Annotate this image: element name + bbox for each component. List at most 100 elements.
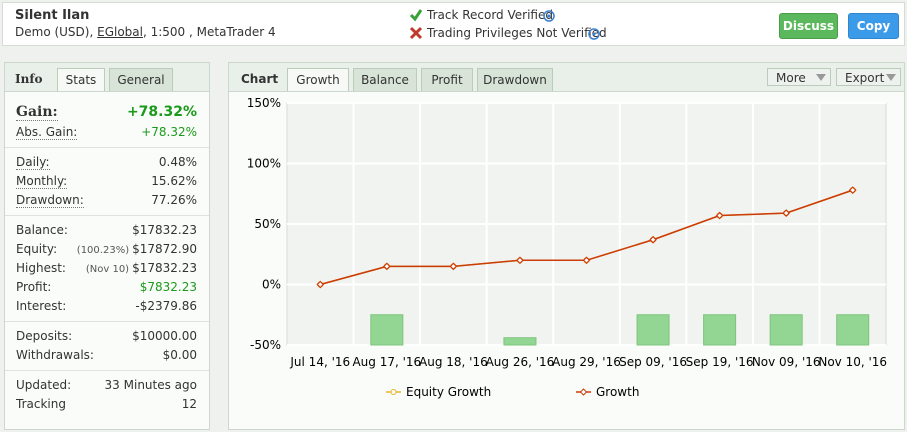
stat-value: 12	[181, 397, 197, 411]
stat-label: Daily:	[16, 155, 50, 170]
point	[449, 262, 458, 271]
stat-value: -$2379.86	[135, 299, 197, 313]
stat-label: Deposits:	[16, 329, 73, 343]
menu-label: Export	[845, 71, 885, 85]
export-menu[interactable]: Export	[836, 68, 901, 86]
account-info: Demo (USD), EGlobal, 1:500 , MetaTrader …	[15, 25, 276, 39]
help-icon[interactable]	[588, 28, 600, 40]
stat-label: Withdrawals:	[16, 348, 94, 362]
account-text: Demo (USD),	[15, 25, 98, 39]
stat-label: Tracking	[16, 397, 66, 411]
legend-label: Equity Growth	[406, 385, 491, 399]
stat-value-wrap: (100.23%) $17872.90	[77, 240, 197, 260]
stats-panel: Info Stats General Gain: +78.32% Abs. Gain…	[4, 62, 210, 430]
point	[649, 235, 657, 244]
stat-value: $0.00	[162, 348, 197, 362]
bar	[503, 337, 537, 346]
stat-label: Equity:	[16, 242, 58, 256]
y-tick-label: 150%	[247, 96, 281, 110]
stat-label: Gain:	[16, 104, 58, 121]
stat-label: Drawdown:	[16, 193, 84, 208]
point	[316, 280, 325, 289]
legend-label: Growth	[596, 385, 639, 399]
stat-value-wrap: (Nov 10) $17832.23	[86, 259, 197, 279]
check-icon	[409, 9, 423, 22]
stats-tabs: Info Stats General	[5, 63, 209, 92]
point	[382, 262, 391, 271]
x-tick-label: Aug 29, '16	[552, 355, 621, 369]
stats-row: Withdrawals: $0.00	[5, 346, 209, 365]
point	[582, 256, 591, 265]
broker-link[interactable]: EGlobal	[97, 25, 143, 39]
stat-label: Updated:	[16, 378, 72, 392]
help-icon[interactable]	[543, 10, 555, 22]
not-verified-text: Trading Privileges Not Verified	[427, 26, 607, 40]
tab[interactable]: Profit	[421, 68, 473, 91]
stat-value: 77.26%	[151, 193, 197, 207]
stats-rows: Gain: +78.32% Abs. Gain: +78.32% Daily: 0.48%…	[5, 96, 209, 419]
stat-label: Monthly:	[16, 174, 68, 189]
x-tick-label: Aug 18, '16	[419, 355, 488, 369]
more-menu[interactable]: More	[767, 68, 831, 86]
stats-row: Interest: -$2379.86	[5, 297, 209, 316]
stat-value-wrap: 0.48%	[159, 153, 197, 172]
legend-marker	[579, 388, 588, 396]
stat-value: $7832.23	[139, 280, 197, 294]
stats-row: Equity: (100.23%) $17872.90	[5, 240, 209, 259]
stat-value-wrap: $7832.23	[140, 278, 197, 297]
copy-button[interactable]: Copy	[848, 13, 899, 39]
tab[interactable]: Growth	[287, 68, 349, 91]
chart-tabs: Chart Growth Balance Profit Drawdown Mor…	[229, 63, 904, 92]
stat-value-wrap: $0.00	[163, 346, 197, 365]
tab[interactable]: Drawdown	[477, 68, 553, 91]
stats-group: Updated: 33 Minutes ago Tracking 12	[5, 371, 209, 419]
stat-value-wrap: -$2379.86	[135, 297, 197, 316]
stat-value-wrap: 15.62%	[151, 172, 197, 191]
x-tick-label: Aug 26, '16	[486, 355, 555, 369]
bar	[636, 314, 670, 346]
point	[782, 209, 791, 217]
stat-value: 33 Minutes ago	[104, 378, 197, 392]
account-text: , 1:500 , MetaTrader 4	[142, 25, 276, 39]
x-tick-label: Sep 19, '16	[686, 355, 754, 369]
discuss-button[interactable]: Discuss	[779, 13, 838, 39]
stat-value-wrap: +78.32%	[127, 101, 197, 123]
stat-note: (100.23%)	[76, 245, 130, 256]
stat-label: Interest:	[16, 299, 67, 313]
stats-row: Tracking 12	[5, 395, 209, 414]
point	[516, 256, 524, 265]
stats-row: Balance: $17832.23	[5, 221, 209, 240]
tab[interactable]: General	[109, 68, 173, 91]
stats-group: Gain: +78.32% Abs. Gain: +78.32%	[5, 96, 209, 148]
panel-title: Info	[15, 72, 43, 86]
stat-label: Highest:	[16, 261, 66, 275]
x-tick-label: Nov 09, '16	[752, 355, 821, 369]
stat-value: $17832.23	[132, 261, 197, 275]
y-tick-label: -50%	[250, 338, 281, 352]
tab[interactable]: Balance	[353, 68, 417, 91]
stats-row: Monthly: 15.62%	[5, 172, 209, 191]
point	[848, 186, 857, 194]
stats-group: Balance: $17832.23 Equity: (100.23%) $17872.…	[5, 216, 209, 322]
menu-label: More	[776, 71, 806, 85]
chart-panel: Chart Growth Balance Profit Drawdown Mor…	[228, 62, 905, 430]
bar	[769, 314, 803, 346]
system-name: Silent Ilan	[15, 8, 90, 23]
stats-group: Deposits: $10000.00 Withdrawals: $0.00	[5, 322, 209, 371]
stat-value-wrap: 12	[182, 395, 197, 414]
stat-value-wrap: +78.32%	[141, 123, 197, 142]
x-tick-label: Aug 17, '16	[352, 355, 421, 369]
cross-icon	[409, 26, 423, 40]
stats-row: Updated: 33 Minutes ago	[5, 376, 209, 395]
stats-row: Highest: (Nov 10) $17832.23	[5, 259, 209, 278]
bar	[836, 314, 870, 346]
dropdown-arrow	[886, 74, 896, 81]
stat-value: $17872.90	[132, 242, 197, 256]
stats-row: Profit: $7832.23	[5, 278, 209, 297]
stats-row: Gain: +78.32%	[5, 101, 209, 123]
stats-row: Abs. Gain: +78.32%	[5, 123, 209, 142]
legend-marker	[390, 389, 397, 395]
stat-label: Balance:	[16, 223, 68, 237]
tab[interactable]: Stats	[57, 68, 105, 91]
